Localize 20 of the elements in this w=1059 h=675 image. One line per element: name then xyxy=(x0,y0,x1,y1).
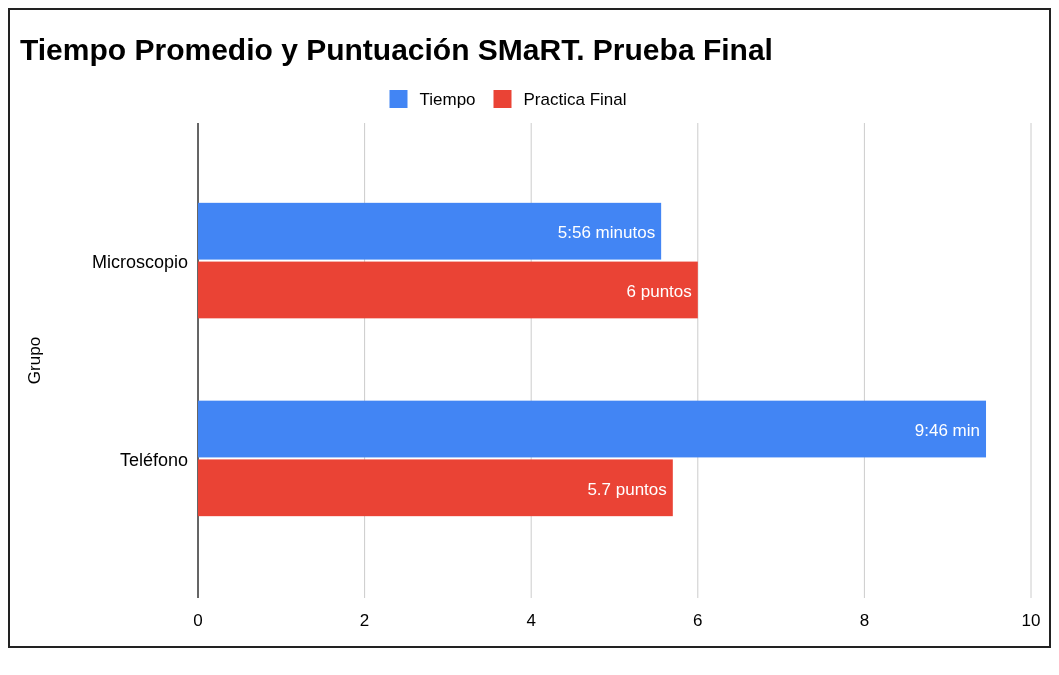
x-tick-label: 6 xyxy=(693,611,703,630)
bar xyxy=(198,202,662,260)
x-tick-label: 8 xyxy=(859,611,870,630)
x-tick-label: 2 xyxy=(359,611,370,630)
bar xyxy=(198,400,987,458)
data-label: 9:46 min xyxy=(914,420,981,440)
data-label: 5:56 minutos xyxy=(557,223,656,243)
data-label: 6 puntos xyxy=(626,281,692,301)
y-axis-title: Grupo xyxy=(25,336,44,385)
x-tick-label: 0 xyxy=(193,611,203,630)
bar xyxy=(198,459,673,517)
x-tick-label: 10 xyxy=(1021,611,1041,630)
legend-label: Tiempo xyxy=(419,89,476,109)
x-tick-label: 4 xyxy=(526,611,536,630)
y-tick-label: Teléfono xyxy=(119,449,188,470)
chart-title: Tiempo Promedio y Puntuación SMaRT. Prueba Final xyxy=(20,33,773,66)
bar xyxy=(198,261,698,319)
y-tick-label: Microscopio xyxy=(91,251,188,272)
data-label: 5.7 puntos xyxy=(587,479,667,499)
legend-label: Practica Final xyxy=(523,89,627,109)
